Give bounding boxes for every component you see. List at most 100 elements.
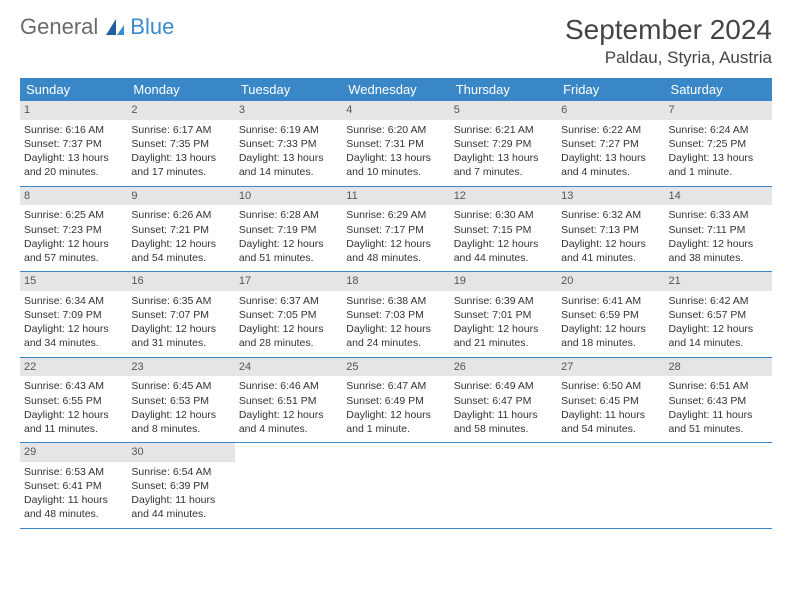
daylight-text: and 18 minutes. bbox=[561, 336, 660, 350]
day-number: 4 bbox=[342, 101, 449, 120]
calendar-cell: 27 Sunrise: 6:50 AMSunset: 6:45 PMDayligh… bbox=[557, 358, 664, 443]
daylight-text: Daylight: 12 hours bbox=[24, 237, 123, 251]
sunrise-text: Sunrise: 6:22 AM bbox=[561, 123, 660, 137]
sunrise-text: Sunrise: 6:47 AM bbox=[346, 379, 445, 393]
daylight-text: and 24 minutes. bbox=[346, 336, 445, 350]
calendar-cell: 24Sunrise: 6:46 AMSunset: 6:51 PMDayligh… bbox=[235, 358, 342, 443]
calendar-cell bbox=[665, 443, 772, 528]
day-number: 15 bbox=[20, 272, 127, 291]
sunset-text: Sunset: 6:45 PM bbox=[561, 394, 660, 408]
page-header: General Blue September 2024 Paldau, Styr… bbox=[20, 14, 772, 68]
sunrise-text: Sunrise: 6:19 AM bbox=[239, 123, 338, 137]
sunrise-text: Sunrise: 6:43 AM bbox=[24, 379, 123, 393]
sunset-text: Sunset: 7:19 PM bbox=[239, 223, 338, 237]
daylight-text: and 44 minutes. bbox=[454, 251, 553, 265]
day-number: 29 bbox=[20, 443, 127, 462]
day-number: 27 bbox=[557, 358, 664, 377]
calendar-cell: 1Sunrise: 6:16 AMSunset: 7:37 PMDaylight… bbox=[20, 101, 127, 186]
daylight-text: Daylight: 12 hours bbox=[454, 322, 553, 336]
day-number: 24 bbox=[235, 358, 342, 377]
sunrise-text: Sunrise: 6:17 AM bbox=[131, 123, 230, 137]
day-number: 8 bbox=[20, 187, 127, 206]
daylight-text: Daylight: 12 hours bbox=[24, 322, 123, 336]
day-header: Monday bbox=[127, 78, 234, 101]
day-number: 10 bbox=[235, 187, 342, 206]
day-number: 13 bbox=[557, 187, 664, 206]
sunset-text: Sunset: 7:23 PM bbox=[24, 223, 123, 237]
calendar-cell: 26Sunrise: 6:49 AMSunset: 6:47 PMDayligh… bbox=[450, 358, 557, 443]
sunrise-text: Sunrise: 6:26 AM bbox=[131, 208, 230, 222]
sunset-text: Sunset: 7:29 PM bbox=[454, 137, 553, 151]
calendar-cell: 4Sunrise: 6:20 AMSunset: 7:31 PMDaylight… bbox=[342, 101, 449, 186]
daylight-text: Daylight: 13 hours bbox=[24, 151, 123, 165]
sunrise-text: Sunrise: 6:21 AM bbox=[454, 123, 553, 137]
daylight-text: Daylight: 12 hours bbox=[131, 322, 230, 336]
calendar-cell: 23Sunrise: 6:45 AMSunset: 6:53 PMDayligh… bbox=[127, 358, 234, 443]
calendar-cell: 3Sunrise: 6:19 AMSunset: 7:33 PMDaylight… bbox=[235, 101, 342, 186]
daylight-text: and 34 minutes. bbox=[24, 336, 123, 350]
daylight-text: and 41 minutes. bbox=[561, 251, 660, 265]
sunrise-text: Sunrise: 6:38 AM bbox=[346, 294, 445, 308]
calendar-cell: 21Sunrise: 6:42 AMSunset: 6:57 PMDayligh… bbox=[665, 272, 772, 357]
sunset-text: Sunset: 7:27 PM bbox=[561, 137, 660, 151]
daylight-text: Daylight: 12 hours bbox=[131, 408, 230, 422]
daylight-text: and 48 minutes. bbox=[24, 507, 123, 521]
sunset-text: Sunset: 7:07 PM bbox=[131, 308, 230, 322]
sunrise-text: Sunrise: 6:39 AM bbox=[454, 294, 553, 308]
sunset-text: Sunset: 7:33 PM bbox=[239, 137, 338, 151]
day-header: Sunday bbox=[20, 78, 127, 101]
sunrise-text: Sunrise: 6:20 AM bbox=[346, 123, 445, 137]
calendar-cell: 19Sunrise: 6:39 AMSunset: 7:01 PMDayligh… bbox=[450, 272, 557, 357]
daylight-text: Daylight: 12 hours bbox=[346, 408, 445, 422]
sunset-text: Sunset: 7:17 PM bbox=[346, 223, 445, 237]
day-number: 2 bbox=[127, 101, 234, 120]
brand-part1: General bbox=[20, 14, 98, 40]
daylight-text: and 51 minutes. bbox=[239, 251, 338, 265]
day-number: 14 bbox=[665, 187, 772, 206]
sunset-text: Sunset: 6:51 PM bbox=[239, 394, 338, 408]
day-number: 7 bbox=[665, 101, 772, 120]
sunrise-text: Sunrise: 6:35 AM bbox=[131, 294, 230, 308]
daylight-text: Daylight: 13 hours bbox=[454, 151, 553, 165]
sunrise-text: Sunrise: 6:54 AM bbox=[131, 465, 230, 479]
daylight-text: Daylight: 11 hours bbox=[561, 408, 660, 422]
sunrise-text: Sunrise: 6:51 AM bbox=[669, 379, 768, 393]
sunrise-text: Sunrise: 6:25 AM bbox=[24, 208, 123, 222]
calendar-cell: 10Sunrise: 6:28 AMSunset: 7:19 PMDayligh… bbox=[235, 187, 342, 272]
sunrise-text: Sunrise: 6:28 AM bbox=[239, 208, 338, 222]
sunrise-text: Sunrise: 6:24 AM bbox=[669, 123, 768, 137]
calendar-cell bbox=[342, 443, 449, 528]
daylight-text: and 38 minutes. bbox=[669, 251, 768, 265]
sunrise-text: Sunrise: 6:41 AM bbox=[561, 294, 660, 308]
day-number: 12 bbox=[450, 187, 557, 206]
calendar-header-row: Sunday Monday Tuesday Wednesday Thursday… bbox=[20, 78, 772, 101]
day-number: 6 bbox=[557, 101, 664, 120]
daylight-text: Daylight: 12 hours bbox=[561, 322, 660, 336]
day-header: Wednesday bbox=[342, 78, 449, 101]
calendar-cell: 20Sunrise: 6:41 AMSunset: 6:59 PMDayligh… bbox=[557, 272, 664, 357]
calendar-cell: 29Sunrise: 6:53 AMSunset: 6:41 PMDayligh… bbox=[20, 443, 127, 528]
daylight-text: and 7 minutes. bbox=[454, 165, 553, 179]
sunset-text: Sunset: 7:13 PM bbox=[561, 223, 660, 237]
calendar-week: 8Sunrise: 6:25 AMSunset: 7:23 PMDaylight… bbox=[20, 187, 772, 273]
day-number: 30 bbox=[127, 443, 234, 462]
day-number: 3 bbox=[235, 101, 342, 120]
sunset-text: Sunset: 7:09 PM bbox=[24, 308, 123, 322]
day-header: Thursday bbox=[450, 78, 557, 101]
daylight-text: Daylight: 12 hours bbox=[346, 237, 445, 251]
sunset-text: Sunset: 7:11 PM bbox=[669, 223, 768, 237]
day-number: 16 bbox=[127, 272, 234, 291]
daylight-text: Daylight: 12 hours bbox=[239, 322, 338, 336]
daylight-text: and 14 minutes. bbox=[669, 336, 768, 350]
sunset-text: Sunset: 6:49 PM bbox=[346, 394, 445, 408]
sunset-text: Sunset: 6:43 PM bbox=[669, 394, 768, 408]
daylight-text: and 8 minutes. bbox=[131, 422, 230, 436]
calendar-cell bbox=[557, 443, 664, 528]
day-header: Saturday bbox=[665, 78, 772, 101]
sunrise-text: Sunrise: 6:50 AM bbox=[561, 379, 660, 393]
day-number: 28 bbox=[665, 358, 772, 377]
sunrise-text: Sunrise: 6:42 AM bbox=[669, 294, 768, 308]
sunset-text: Sunset: 7:01 PM bbox=[454, 308, 553, 322]
daylight-text: Daylight: 12 hours bbox=[131, 237, 230, 251]
calendar-cell: 13Sunrise: 6:32 AMSunset: 7:13 PMDayligh… bbox=[557, 187, 664, 272]
